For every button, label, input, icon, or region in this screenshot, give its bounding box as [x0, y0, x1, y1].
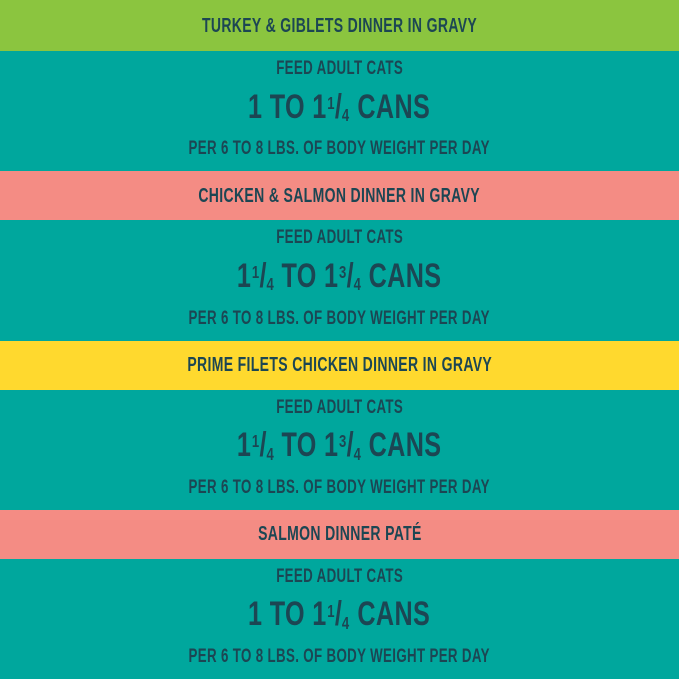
fraction-slash: / [346, 256, 354, 295]
fraction-denominator: 4 [342, 612, 350, 633]
product-name: CHICKEN & SALMON DINNER IN GRAVY [198, 184, 481, 207]
fraction-numerator: 3 [339, 262, 347, 283]
fraction-numerator: 1 [252, 431, 260, 452]
serving-mid: TO 1 [274, 426, 339, 465]
serving-post: CANS [350, 87, 431, 126]
fraction-denominator: 4 [353, 443, 362, 464]
feed-heading: FEED ADULT CATS [276, 396, 403, 418]
serving-amount: 11/4 TO 13/4 CANS [201, 256, 477, 301]
per-weight-note: PER 6 TO 8 LBS. OF BODY WEIGHT PER DAY [188, 646, 491, 667]
fraction-slash: / [335, 87, 343, 126]
per-weight-note: PER 6 TO 8 LBS. OF BODY WEIGHT PER DAY [188, 138, 491, 160]
serving-post: CANS [361, 256, 442, 295]
fraction-denominator: 4 [266, 443, 275, 464]
fraction-slash: / [259, 256, 267, 295]
fraction-numerator: 1 [252, 262, 260, 283]
fraction-numerator: 1 [327, 600, 336, 621]
feed-heading: FEED ADULT CATS [276, 58, 403, 79]
serving-post: CANS [361, 426, 442, 465]
serving-pre: 1 TO 1 [248, 595, 328, 634]
serving-mid: TO 1 [274, 256, 339, 295]
feeding-info-prime-filets-chicken: FEED ADULT CATS 11/4 TO 13/4 CANS PER 6 … [0, 389, 679, 510]
fraction-numerator: 1 [327, 92, 336, 113]
feed-heading: FEED ADULT CATS [276, 227, 403, 249]
fraction-denominator: 4 [266, 274, 275, 295]
per-weight-note: PER 6 TO 8 LBS. OF BODY WEIGHT PER DAY [188, 476, 491, 498]
serving-amount: 11/4 TO 13/4 CANS [201, 425, 477, 470]
serving-pre: 1 TO 1 [248, 87, 328, 126]
serving-amount: 1 TO 11/4 CANS [216, 594, 462, 639]
fraction-denominator: 4 [342, 105, 350, 126]
product-name: TURKEY & GIBLETS DINNER IN GRAVY [201, 14, 478, 37]
fraction-denominator: 4 [353, 274, 362, 295]
fraction-numerator: 3 [339, 431, 347, 452]
fraction-slash: / [346, 426, 354, 465]
fraction-slash: / [259, 426, 267, 465]
serving-pre: 1 [237, 256, 252, 295]
fraction-slash: / [335, 595, 343, 634]
product-band-prime-filets-chicken: PRIME FILETS CHICKEN DINNER IN GRAVY [0, 340, 679, 390]
feed-heading: FEED ADULT CATS [276, 565, 403, 587]
feeding-info-turkey-giblets: FEED ADULT CATS 1 TO 11/4 CANS PER 6 TO … [0, 51, 679, 172]
product-band-salmon-pate: SALMON DINNER PATÉ [0, 509, 679, 559]
serving-post: CANS [350, 595, 431, 634]
per-weight-note: PER 6 TO 8 LBS. OF BODY WEIGHT PER DAY [188, 307, 491, 329]
product-name: SALMON DINNER PATÉ [257, 523, 422, 546]
product-band-turkey-giblets: TURKEY & GIBLETS DINNER IN GRAVY [0, 0, 679, 51]
product-name: PRIME FILETS CHICKEN DINNER IN GRAVY [187, 354, 492, 376]
product-band-chicken-salmon: CHICKEN & SALMON DINNER IN GRAVY [0, 171, 679, 221]
serving-amount: 1 TO 11/4 CANS [216, 87, 462, 132]
feeding-info-salmon-pate: FEED ADULT CATS 1 TO 11/4 CANS PER 6 TO … [0, 558, 679, 679]
feeding-info-chicken-salmon: FEED ADULT CATS 11/4 TO 13/4 CANS PER 6 … [0, 220, 679, 341]
serving-pre: 1 [237, 426, 252, 465]
